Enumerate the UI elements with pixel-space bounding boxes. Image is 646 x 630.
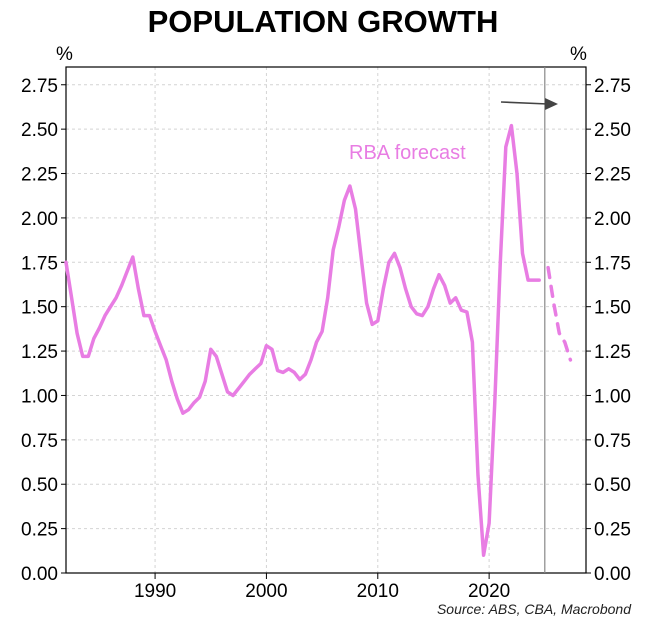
y-axis-left: 0.00 0.25 0.50 0.75 1.00 1.25 1.50 1.75 2.00 2.25… bbox=[21, 76, 66, 585]
series-line-rba-forecast bbox=[546, 265, 573, 362]
y-tick-label-right: 1.50 bbox=[594, 298, 631, 319]
y-tick-label-right: 2.00 bbox=[594, 209, 631, 230]
y-tick-label-left: 1.75 bbox=[21, 253, 58, 274]
y-tick-label-left: 2.25 bbox=[21, 165, 58, 186]
series-layer bbox=[64, 123, 573, 557]
plot-frame bbox=[65, 66, 587, 574]
y-tick-label-right: 2.75 bbox=[594, 76, 631, 97]
forecast-arrow-head bbox=[545, 98, 558, 110]
y-tick-label-left: 2.75 bbox=[21, 76, 58, 97]
y-tick-label-left: 2.00 bbox=[21, 209, 58, 230]
y-tick-label-right: 2.50 bbox=[594, 120, 631, 141]
x-tick-label: 1990 bbox=[134, 581, 176, 602]
x-tick-label: 2020 bbox=[468, 581, 510, 602]
y-tick-label-right: 0.25 bbox=[594, 520, 631, 541]
y-tick-label-right: 0.50 bbox=[594, 475, 631, 496]
y-tick-label-right: 2.25 bbox=[594, 165, 631, 186]
x-tick-label: 2000 bbox=[245, 581, 287, 602]
y-tick-label-right: 0.00 bbox=[594, 564, 631, 585]
y-tick-label-right: 0.75 bbox=[594, 431, 631, 452]
source-note: Source: ABS, CBA, Macrobond bbox=[437, 601, 632, 617]
y-tick-label-left: 1.50 bbox=[21, 298, 58, 319]
y-tick-label-left: 1.25 bbox=[21, 342, 58, 363]
left-axis-unit: % bbox=[56, 44, 73, 65]
x-tick-label: 2010 bbox=[357, 581, 399, 602]
y-tick-label-right: 1.00 bbox=[594, 386, 631, 407]
y-tick-label-left: 0.50 bbox=[21, 475, 58, 496]
y-tick-label-left: 2.50 bbox=[21, 120, 58, 141]
y-axis-right: 0.00 0.25 0.50 0.75 1.00 1.25 1.50 1.75 2.00 2.25… bbox=[586, 76, 631, 585]
y-tick-label-left: 0.25 bbox=[21, 520, 58, 541]
right-axis-unit: % bbox=[570, 44, 587, 65]
forecast-arrow bbox=[500, 98, 558, 110]
rba-forecast-annotation: RBA forecast bbox=[349, 142, 466, 164]
y-tick-label-left: 0.75 bbox=[21, 431, 58, 452]
chart-title: POPULATION GROWTH bbox=[148, 4, 499, 39]
y-tick-label-left: 1.00 bbox=[21, 386, 58, 407]
y-tick-label-left: 0.00 bbox=[21, 564, 58, 585]
y-tick-label-right: 1.25 bbox=[594, 342, 631, 363]
series-line-population-growth bbox=[64, 123, 541, 557]
forecast-arrow-shaft bbox=[500, 101, 549, 105]
x-axis: 1990 2000 2010 2020 bbox=[134, 573, 510, 602]
y-tick-label-right: 1.75 bbox=[594, 253, 631, 274]
